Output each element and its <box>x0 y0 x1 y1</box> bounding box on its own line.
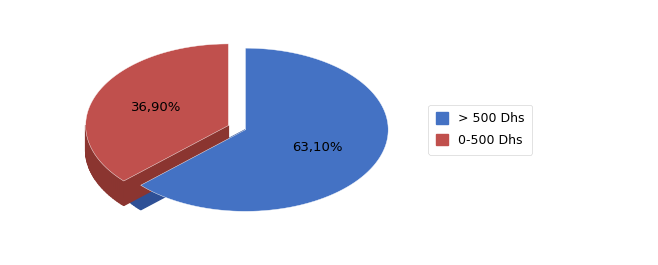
Polygon shape <box>107 151 108 177</box>
Polygon shape <box>106 147 107 173</box>
Polygon shape <box>107 169 109 195</box>
Polygon shape <box>103 164 104 190</box>
Polygon shape <box>89 144 90 171</box>
Polygon shape <box>92 150 93 176</box>
Polygon shape <box>98 159 99 185</box>
Polygon shape <box>95 155 97 182</box>
Polygon shape <box>124 126 228 205</box>
Polygon shape <box>99 161 101 187</box>
Polygon shape <box>111 158 113 184</box>
Polygon shape <box>134 181 136 207</box>
Polygon shape <box>106 167 107 193</box>
Polygon shape <box>109 170 111 197</box>
Polygon shape <box>124 173 126 199</box>
Polygon shape <box>94 153 95 180</box>
Text: 63,10%: 63,10% <box>292 141 343 154</box>
Polygon shape <box>126 175 128 201</box>
Polygon shape <box>113 160 114 186</box>
Polygon shape <box>109 154 110 180</box>
Polygon shape <box>141 48 388 211</box>
Polygon shape <box>90 146 91 173</box>
Polygon shape <box>110 156 111 182</box>
Polygon shape <box>120 168 121 194</box>
Polygon shape <box>132 179 134 205</box>
Polygon shape <box>91 148 92 174</box>
Polygon shape <box>117 177 119 203</box>
Text: 36,90%: 36,90% <box>131 101 182 114</box>
Polygon shape <box>136 182 138 208</box>
Polygon shape <box>114 161 115 188</box>
Polygon shape <box>122 180 124 205</box>
Polygon shape <box>111 172 113 198</box>
Polygon shape <box>113 174 115 200</box>
Polygon shape <box>108 152 109 179</box>
Polygon shape <box>97 157 98 183</box>
Polygon shape <box>123 171 124 198</box>
Polygon shape <box>119 178 122 204</box>
Polygon shape <box>115 175 117 201</box>
Polygon shape <box>115 163 116 189</box>
Polygon shape <box>104 166 106 192</box>
Polygon shape <box>86 44 228 181</box>
Legend: > 500 Dhs, 0-500 Dhs: > 500 Dhs, 0-500 Dhs <box>428 105 532 154</box>
Polygon shape <box>93 152 94 178</box>
Polygon shape <box>128 176 130 202</box>
Polygon shape <box>138 184 141 210</box>
Polygon shape <box>116 165 118 191</box>
Polygon shape <box>101 162 103 188</box>
Polygon shape <box>141 130 245 210</box>
Polygon shape <box>130 178 132 204</box>
Polygon shape <box>118 166 120 193</box>
Polygon shape <box>121 170 123 196</box>
